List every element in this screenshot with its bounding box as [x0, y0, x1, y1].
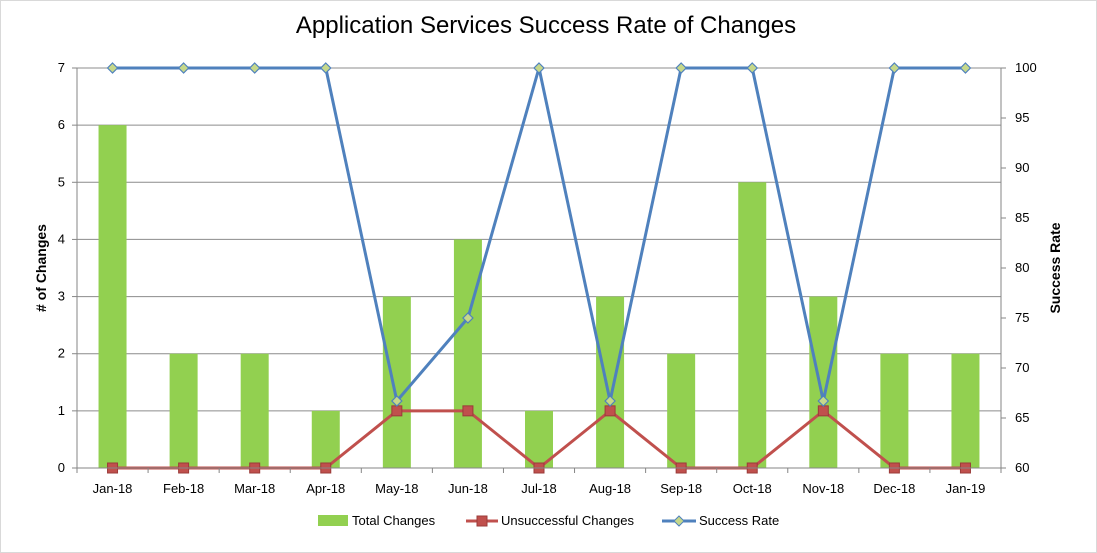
y-tick-label: 4 — [58, 231, 65, 246]
x-tick-label: Oct-18 — [733, 481, 772, 496]
y2-axis-title: Success Rate — [1047, 222, 1063, 313]
bar-total-changes — [453, 239, 482, 468]
x-tick-label: Mar-18 — [234, 481, 275, 496]
grid — [77, 67, 1001, 412]
x-tick-label: Jan-18 — [93, 481, 133, 496]
bar-total-changes — [169, 353, 198, 468]
marker-success-rate — [746, 62, 759, 74]
legend-marker-unsuccessful-changes — [476, 515, 488, 527]
y-axis-title: # of Changes — [33, 224, 49, 312]
y-tick-label: 1 — [58, 403, 65, 418]
bar-total-changes — [240, 353, 269, 468]
bar-total-changes — [596, 296, 625, 468]
bar-total-changes — [951, 353, 980, 468]
line-success-rate — [112, 66, 966, 403]
y2-tick-label: 80 — [1015, 260, 1029, 275]
y2-tick-label: 90 — [1015, 160, 1029, 175]
y-tick-label: 5 — [58, 174, 65, 189]
legend-label-success-rate: Success Rate — [699, 513, 779, 528]
y2-tick-label: 75 — [1015, 310, 1029, 325]
marker-unsuccessful-changes — [462, 405, 474, 417]
bar-total-changes — [880, 353, 909, 468]
marker-success-rate — [817, 395, 830, 407]
y2-tick-label: 100 — [1015, 60, 1037, 75]
x-tick-label: Dec-18 — [873, 481, 915, 496]
marker-success-rate — [533, 62, 545, 74]
marker-success-rate — [604, 395, 616, 407]
y2-tick-label: 95 — [1015, 110, 1029, 125]
x-tick-label: May-18 — [375, 481, 418, 496]
y-tick-label: 0 — [58, 460, 65, 475]
x-tick-label: Jun-18 — [448, 481, 488, 496]
marker-success-rate — [390, 395, 403, 407]
x-tick-label: Jan-19 — [946, 481, 986, 496]
x-tick-label: Sep-18 — [660, 481, 702, 496]
x-tick-label: Apr-18 — [306, 481, 345, 496]
marker-success-rate — [888, 62, 901, 74]
y-tick-label: 7 — [58, 60, 65, 75]
legend: Total Changes Unsuccessful Changes Success… — [318, 513, 779, 528]
marker-unsuccessful-changes — [817, 405, 829, 417]
legend-label-total-changes: Total Changes — [352, 513, 436, 528]
y2-tick-label: 60 — [1015, 460, 1029, 475]
x-tick-label: Jul-18 — [521, 481, 556, 496]
legend-marker-success-rate — [673, 515, 685, 527]
bar-total-changes — [667, 353, 696, 468]
marker-success-rate — [462, 312, 474, 324]
bar-total-changes — [738, 182, 767, 469]
marker-success-rate — [959, 62, 972, 74]
y-tick-label: 3 — [58, 289, 65, 304]
legend-swatch-total-changes — [318, 515, 348, 526]
marker-unsuccessful-changes — [604, 405, 616, 417]
bar-total-changes — [98, 125, 127, 469]
marker-success-rate — [177, 62, 190, 74]
y2-tick-label: 65 — [1015, 410, 1029, 425]
bar-total-changes — [525, 410, 553, 468]
marker-success-rate — [106, 62, 119, 74]
marker-unsuccessful-changes — [391, 405, 403, 417]
marker-success-rate — [675, 62, 688, 74]
bar-total-changes — [382, 296, 411, 468]
chart-title: Application Services Success Rate of Cha… — [296, 12, 796, 39]
x-tick-label: Feb-18 — [163, 481, 204, 496]
y2-tick-label: 70 — [1015, 360, 1029, 375]
marker-success-rate — [319, 62, 332, 74]
axes: 0 1 2 3 4 5 6 7 60 65 70 75 80 85 90 95 100 Jan-18 Feb-18 M… — [33, 60, 1063, 496]
marker-success-rate — [248, 62, 261, 74]
x-tick-label: Aug-18 — [589, 481, 631, 496]
bar-total-changes — [809, 296, 838, 468]
bar-total-changes — [311, 410, 340, 468]
total-changes-bars — [98, 125, 980, 469]
y-tick-label: 6 — [58, 117, 65, 132]
y-tick-label: 2 — [58, 346, 65, 361]
legend-label-unsuccessful-changes: Unsuccessful Changes — [501, 513, 634, 528]
y2-tick-label: 85 — [1015, 210, 1029, 225]
x-tick-label: Nov-18 — [802, 481, 844, 496]
